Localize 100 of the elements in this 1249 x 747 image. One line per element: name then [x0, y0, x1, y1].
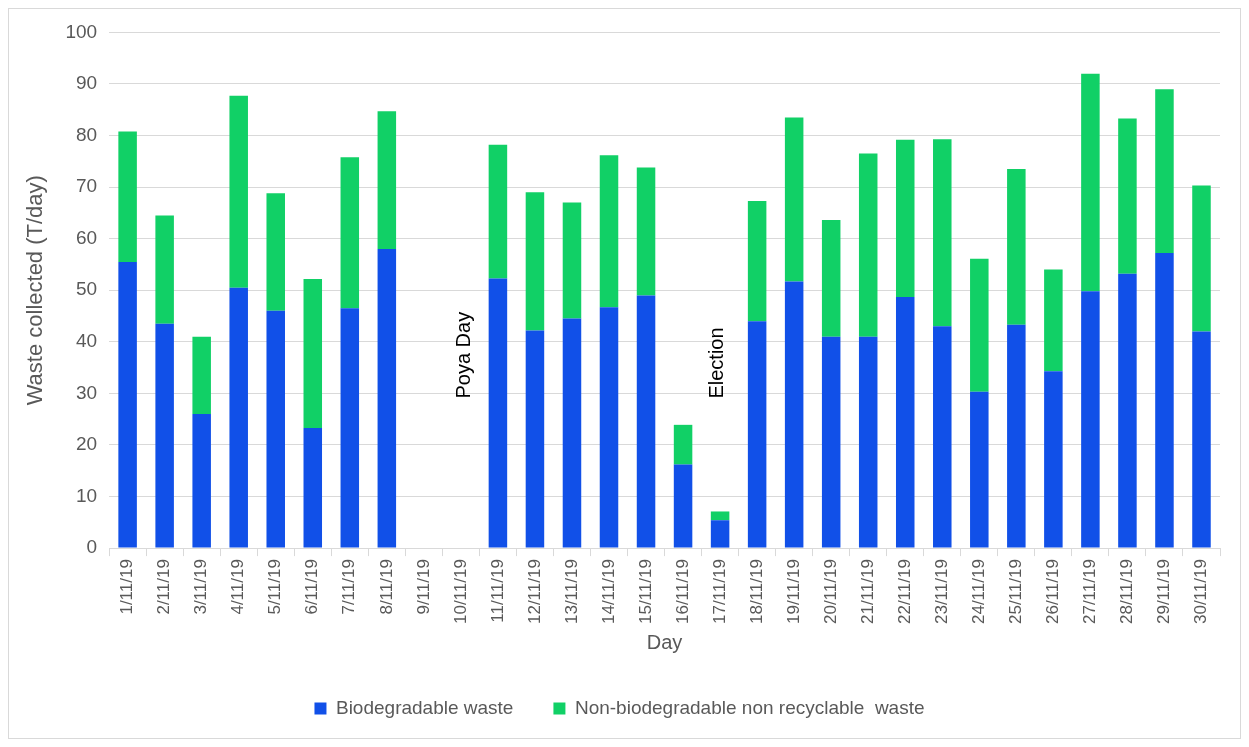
bar [1118, 118, 1137, 274]
bar [895, 139, 915, 297]
bar [636, 167, 656, 296]
bar [710, 520, 730, 548]
bar [229, 95, 248, 288]
bar [599, 155, 619, 308]
bar [118, 131, 137, 262]
bar [784, 117, 804, 282]
bar [1155, 253, 1174, 548]
x-tick-label: 4/11/19 [228, 559, 248, 615]
bar [488, 144, 508, 279]
bar [1044, 371, 1063, 548]
bar [895, 296, 915, 548]
bar [933, 139, 952, 327]
x-tick-label: 28/11/19 [1117, 559, 1137, 625]
bar [192, 414, 211, 548]
y-tick-label: 40 [75, 330, 98, 352]
bar [858, 153, 878, 337]
x-tick-label: 15/11/19 [635, 559, 655, 625]
bar [784, 281, 804, 548]
x-tick-label: 17/11/19 [709, 559, 729, 625]
bar [1192, 331, 1211, 548]
bar [1044, 269, 1063, 372]
x-tick-label: 11/11/19 [487, 559, 507, 623]
bar [673, 424, 693, 465]
annotation: Election [705, 327, 728, 399]
bar [229, 287, 248, 548]
bar [266, 193, 285, 311]
bar [118, 261, 137, 548]
x-tick-label: 21/11/19 [857, 559, 877, 625]
bar [1081, 291, 1100, 548]
bar [1007, 169, 1026, 325]
bar [340, 157, 360, 309]
x-tick-label: 1/11/19 [117, 559, 137, 615]
bar [1007, 324, 1026, 548]
bar [562, 202, 582, 319]
bar [1192, 185, 1211, 332]
x-tick-label: 13/11/19 [561, 559, 581, 625]
annotation: Poya Day [452, 311, 475, 399]
x-tick-label: 8/11/19 [376, 559, 396, 615]
x-tick-label: 14/11/19 [598, 559, 618, 625]
x-tick-label: 18/11/19 [746, 559, 766, 625]
legend-label: Biodegradable waste [335, 696, 514, 718]
x-tick-label: 3/11/19 [191, 559, 211, 615]
y-tick-label: 20 [75, 433, 98, 455]
bar [266, 310, 285, 548]
y-tick-label: 90 [75, 72, 98, 94]
bar [747, 201, 767, 322]
x-tick-label: 20/11/19 [820, 559, 840, 625]
bar [1118, 273, 1137, 548]
bar [1155, 89, 1174, 254]
bar [525, 192, 545, 331]
bar [192, 336, 211, 415]
x-tick-label: 24/11/19 [968, 559, 988, 625]
bar [747, 321, 767, 548]
bar [562, 318, 582, 548]
y-tick-label: 50 [75, 278, 98, 300]
x-tick-label: 25/11/19 [1006, 559, 1026, 625]
bar [155, 215, 174, 324]
bar [710, 511, 730, 521]
bar [858, 336, 878, 548]
x-tick-label: 2/11/19 [154, 559, 174, 615]
x-tick-label: 7/11/19 [339, 559, 359, 615]
x-tick-label: 29/11/19 [1154, 559, 1174, 625]
y-axis-title: Waste collected (T/day) [22, 175, 48, 406]
y-tick-label: 80 [75, 123, 98, 145]
y-tick-label: 10 [75, 484, 98, 506]
x-tick-label: 16/11/19 [672, 559, 692, 625]
x-tick-label: 5/11/19 [265, 559, 285, 615]
x-tick-label: 26/11/19 [1043, 559, 1063, 625]
bar [303, 427, 323, 548]
bar [155, 323, 174, 548]
y-tick-label: 60 [75, 226, 98, 248]
bar [377, 111, 397, 249]
x-tick-label: 23/11/19 [931, 559, 951, 625]
y-tick-label: 100 [65, 20, 98, 42]
x-tick-label: 6/11/19 [302, 559, 322, 615]
bar [821, 220, 841, 337]
bar [970, 258, 989, 392]
bar [525, 330, 545, 548]
bar [970, 391, 989, 548]
x-tick-label: 10/11/19 [450, 559, 470, 625]
x-tick-label: 30/11/19 [1191, 559, 1211, 625]
bar [933, 326, 952, 548]
x-tick-label: 9/11/19 [413, 559, 433, 615]
bar [303, 278, 323, 428]
y-tick-label: 0 [86, 536, 98, 558]
y-tick-label: 30 [75, 381, 98, 403]
x-tick-label: 22/11/19 [894, 559, 914, 625]
bar [488, 278, 508, 548]
bar [636, 295, 656, 548]
bar [1081, 73, 1100, 292]
bar [821, 336, 841, 548]
x-tick-label: 27/11/19 [1080, 559, 1100, 625]
legend-label: Non-biodegradable non recyclable waste [574, 696, 925, 718]
y-tick-label: 70 [75, 175, 98, 197]
bar [377, 248, 397, 548]
x-axis-title: Day [646, 630, 683, 653]
bar [673, 464, 693, 548]
x-tick-label: 19/11/19 [783, 559, 803, 625]
